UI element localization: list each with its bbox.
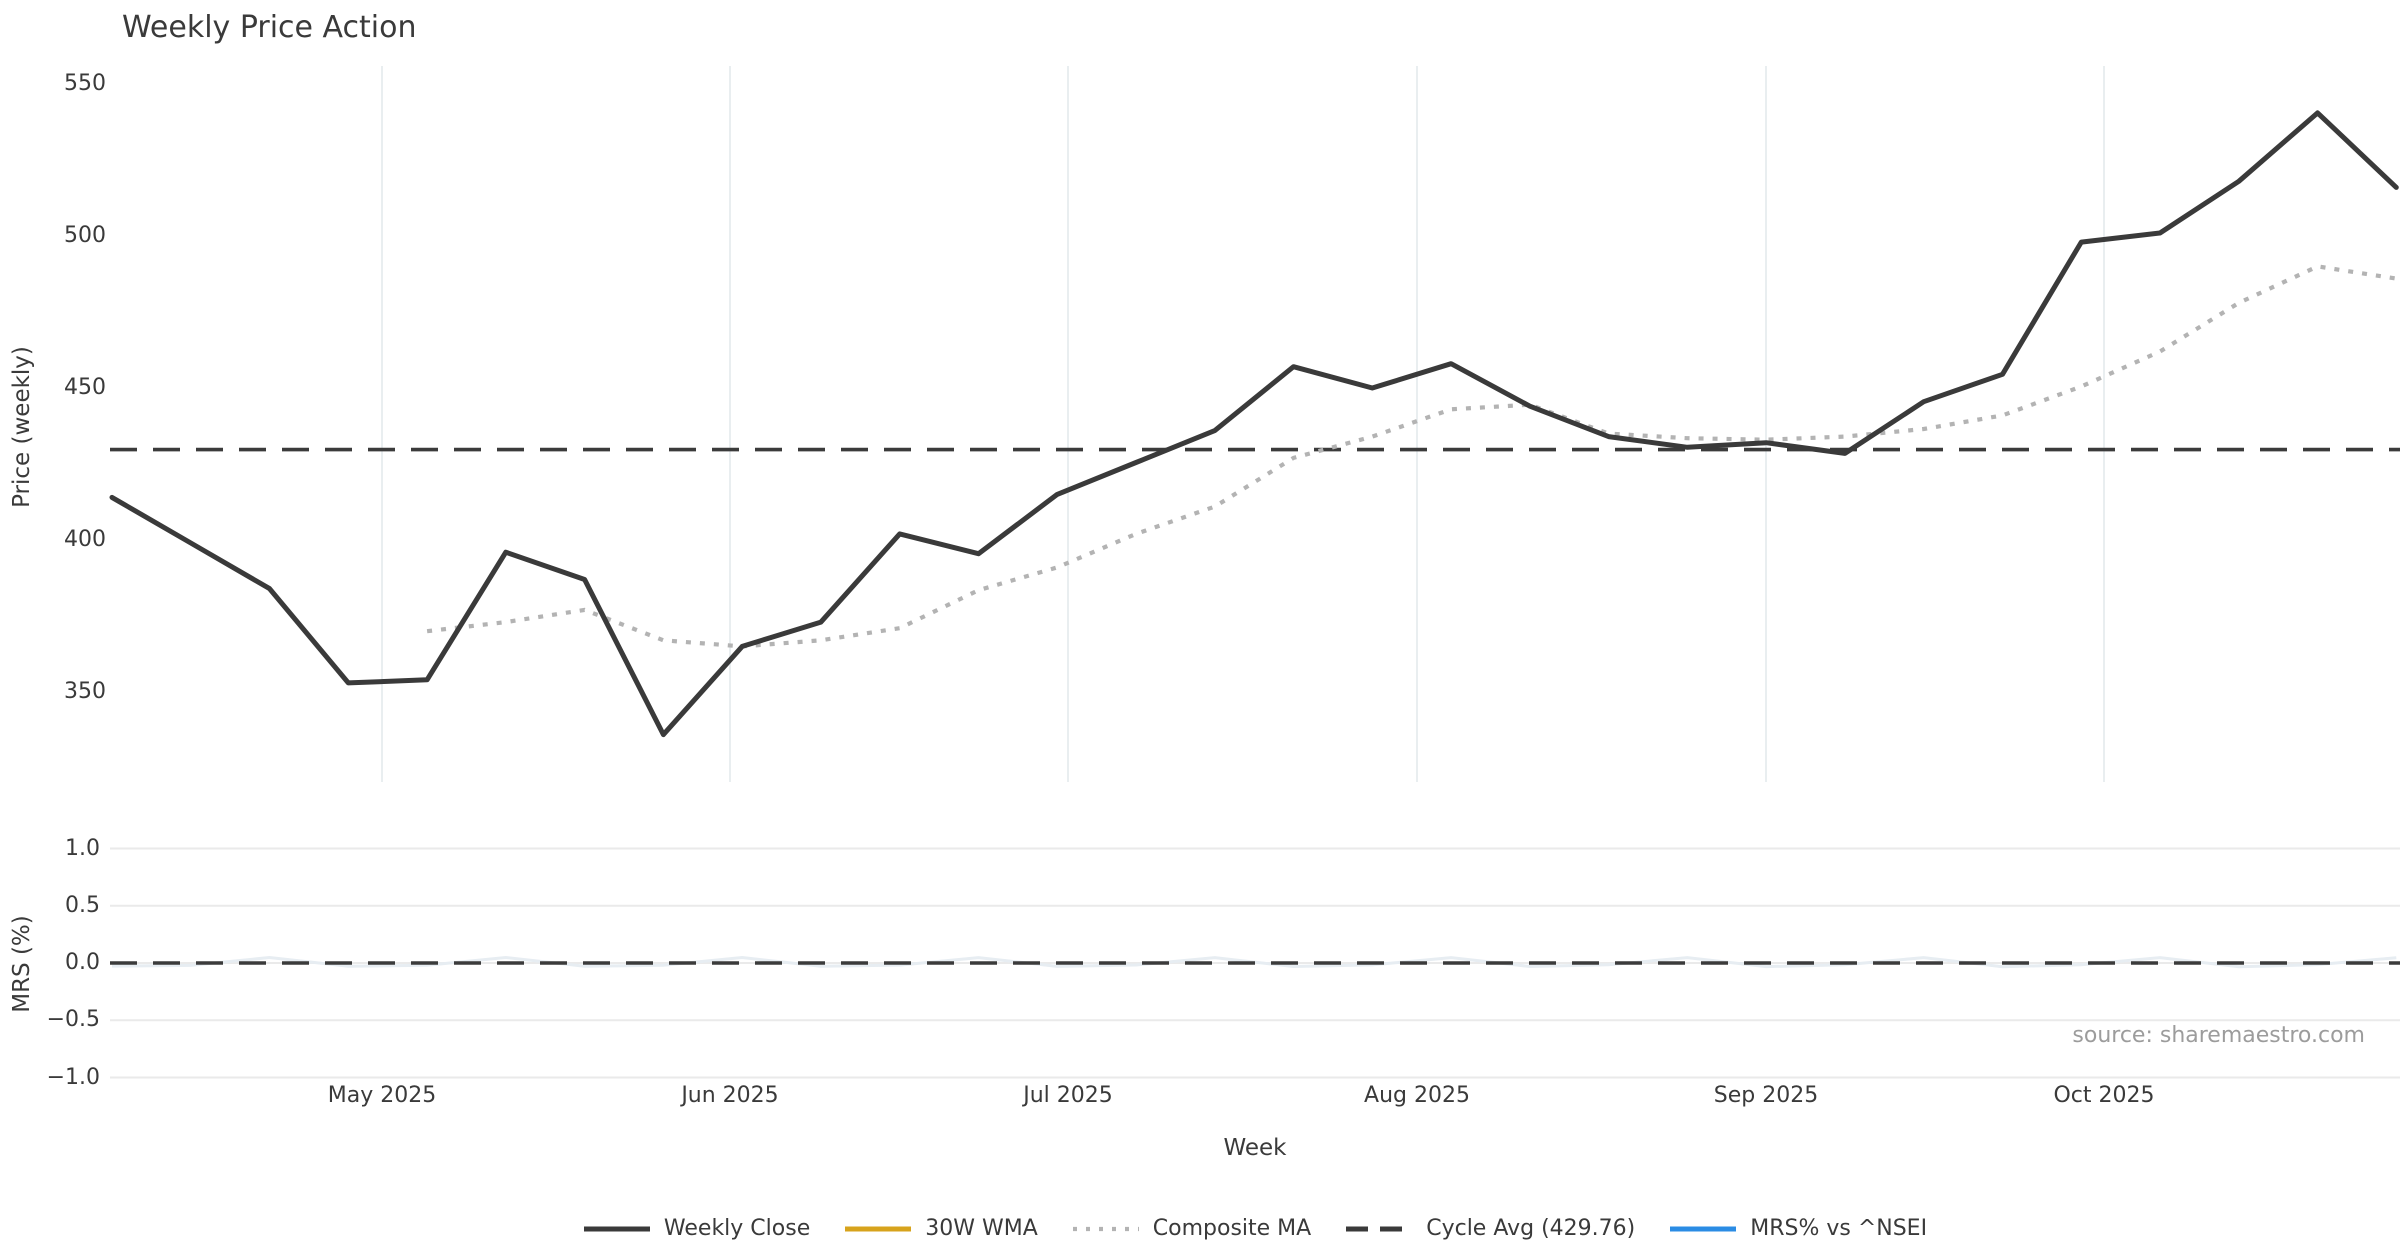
mrs-ytick: −0.5: [46, 1007, 100, 1033]
legend-label: Weekly Close: [663, 1216, 811, 1241]
x-axis-title: Week: [1223, 1135, 1287, 1161]
legend-item-cycle-avg-429-76: Cycle Avg (429.76): [1345, 1216, 1635, 1241]
legend-line-sample: [845, 1226, 912, 1231]
price-ytick: 550: [64, 71, 106, 96]
weekly-close-line: [109, 110, 2399, 738]
mrs-ytick: 0.0: [65, 950, 100, 975]
month-xtick: May 2025: [327, 1083, 437, 1108]
legend-label: Cycle Avg (429.76): [1426, 1216, 1636, 1241]
legend-item-30w-wma: 30W WMA: [844, 1216, 1038, 1241]
legend-item-composite-ma: Composite MA: [1072, 1216, 1311, 1241]
legend-label: Composite MA: [1152, 1216, 1312, 1241]
legend: Weekly Close 30W WMA Composite MA Cycle Avg…: [110, 1216, 2400, 1241]
month-xtick: Sep 2025: [1713, 1083, 1819, 1108]
legend-label: 30W WMA: [925, 1216, 1038, 1241]
legend-label: MRS% vs ^NSEI: [1750, 1216, 1928, 1241]
month-xtick: Oct 2025: [2053, 1083, 2155, 1108]
legend-line-sample: [1670, 1226, 1737, 1231]
source-credit: source: sharemaestro.com: [2072, 1023, 2365, 1048]
mrs-ytick: −1.0: [46, 1064, 100, 1090]
legend-item-mrs-vs-nsei: MRS% vs ^NSEI: [1669, 1216, 1927, 1241]
composite-ma-line: [426, 264, 2397, 649]
mrs-ytick: 1.0: [65, 835, 100, 861]
legend-line-sample: [1346, 1226, 1413, 1231]
price-ytick: 350: [64, 679, 106, 704]
price-ytick: 450: [64, 375, 106, 400]
month-xtick: Aug 2025: [1364, 1083, 1470, 1108]
month-xtick: Jun 2025: [681, 1083, 779, 1108]
mrs-ytick: 0.5: [65, 892, 100, 918]
price-ytick: 400: [64, 527, 106, 552]
price-ytick: 500: [64, 223, 106, 248]
legend-line-sample: [1072, 1226, 1139, 1231]
legend-line-sample: [583, 1226, 650, 1231]
price-axis-title: Price (weekly): [9, 346, 35, 508]
month-xtick: Jul 2025: [1023, 1083, 1113, 1108]
legend-item-weekly-close: Weekly Close: [583, 1216, 810, 1241]
chart-title: Weekly Price Action: [122, 10, 417, 45]
